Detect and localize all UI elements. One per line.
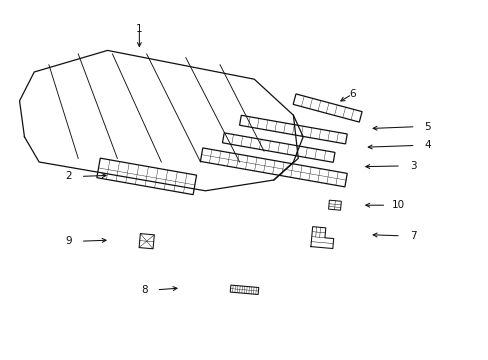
Text: 9: 9 xyxy=(65,236,72,246)
Text: 7: 7 xyxy=(409,231,416,241)
Text: 4: 4 xyxy=(424,140,430,150)
Text: 3: 3 xyxy=(409,161,416,171)
Text: 10: 10 xyxy=(391,200,404,210)
Text: 6: 6 xyxy=(348,89,355,99)
Text: 8: 8 xyxy=(141,285,147,295)
Text: 2: 2 xyxy=(65,171,72,181)
Text: 1: 1 xyxy=(136,24,142,34)
Text: 5: 5 xyxy=(424,122,430,132)
